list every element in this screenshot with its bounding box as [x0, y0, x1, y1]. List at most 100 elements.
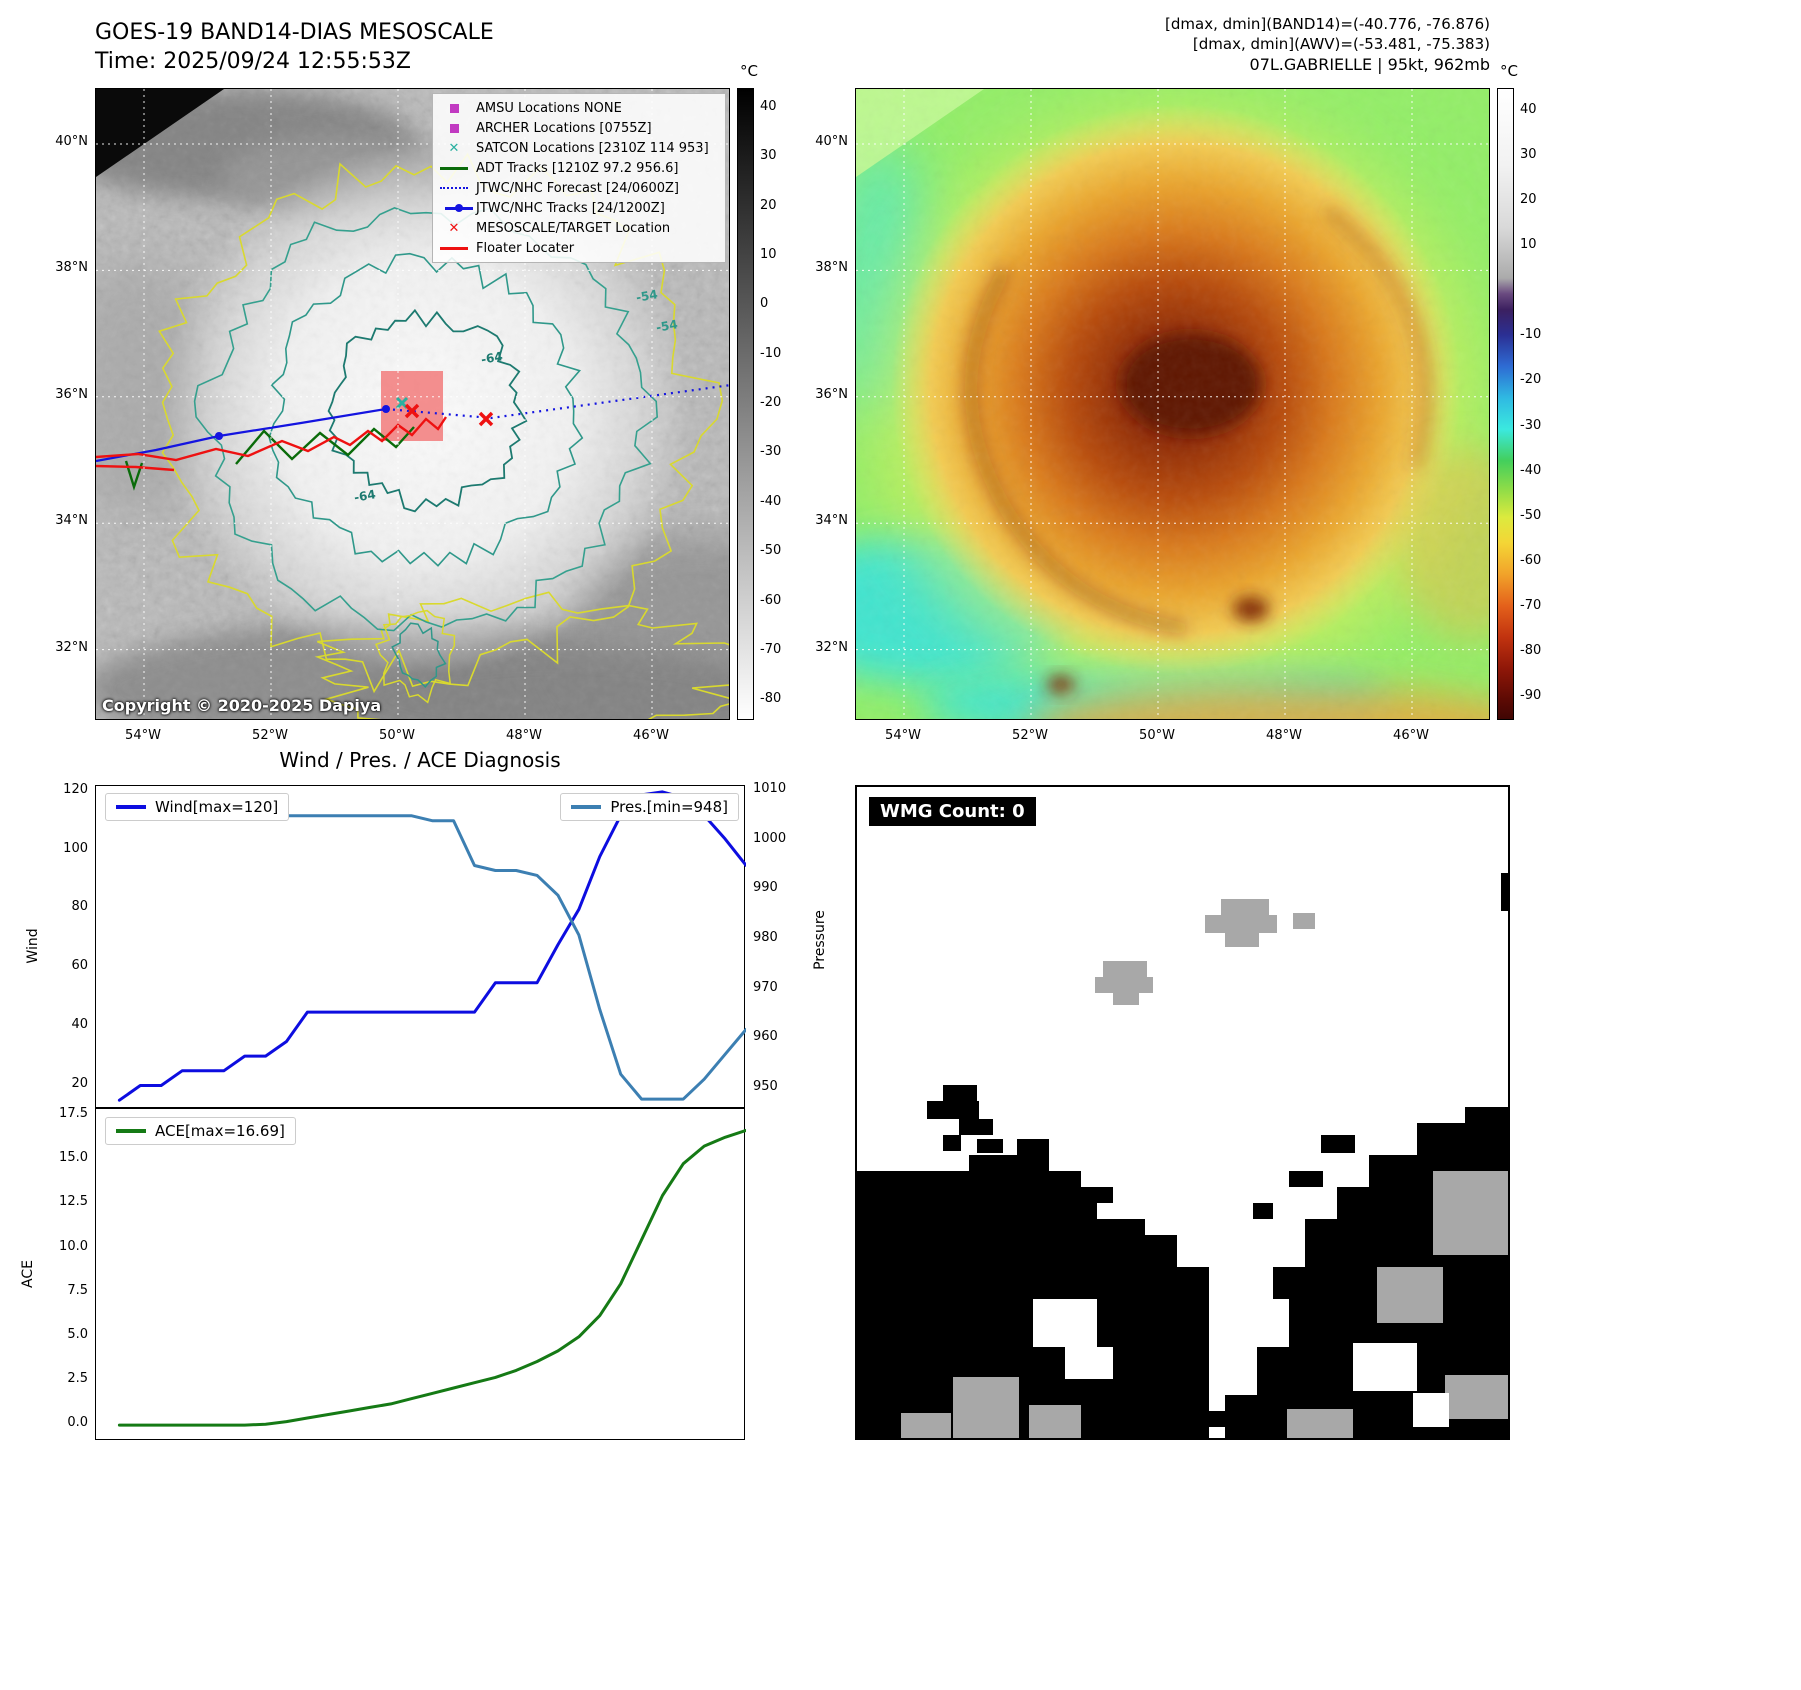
wind-legend: Wind[max=120] [105, 793, 290, 821]
wmg-count-badge: WMG Count: 0 [869, 797, 1036, 826]
axis-tick-label: 0 [760, 296, 769, 312]
ace-chart: ACE[max=16.69] [95, 1108, 748, 1440]
axis-tick-label: 120 [63, 781, 88, 797]
longitude-label: 52°W [1012, 728, 1048, 743]
latitude-label: 32°N [815, 639, 848, 655]
axis-tick-label: 1000 [753, 830, 787, 846]
axis-tick-label: -10 [1520, 327, 1542, 343]
axis-tick-label: 10 [760, 246, 777, 262]
longitude-label: 52°W [252, 728, 288, 743]
axis-tick-label: 60 [71, 958, 88, 974]
wind-axis-label: Wind [25, 928, 41, 964]
adt-track-line [235, 426, 415, 465]
adt-track-line [124, 460, 144, 491]
longitude-label: 48°W [1266, 728, 1302, 743]
Wind[max=120] [117, 790, 748, 1102]
x-marker-icon: ✕ [448, 220, 460, 236]
legend-item: JTWC/NHC Tracks [24/1200Z] [439, 198, 719, 218]
pressure-axis-ticks: 950 960 970 980 990 1000 1010 [753, 0, 799, 1690]
jtwc-track-point [215, 432, 223, 440]
band14-timestamp: Time: 2025/09/24 12:55:53Z [95, 49, 411, 74]
awv-header: [dmax, dmin](BAND14)=(-40.776, -76.876) … [900, 14, 1490, 75]
axis-tick-label: 960 [753, 1029, 778, 1045]
dmax-dmin-band14-readout: [dmax, dmin](BAND14)=(-40.776, -76.876) [1165, 15, 1490, 33]
axis-tick-label: 20 [1520, 191, 1537, 207]
line-marker-icon [439, 246, 469, 250]
axis-tick-label: 7.5 [67, 1282, 88, 1298]
awv-colorbar-unit: °C [1500, 62, 1518, 80]
axis-tick-label: 80 [71, 899, 88, 915]
legend-label: SATCON Locations [2310Z 114 953] [476, 140, 709, 156]
wind-legend-label: Wind[max=120] [155, 798, 279, 816]
axis-tick-label: 2.5 [67, 1370, 88, 1386]
axis-tick-label: -50 [1520, 507, 1542, 523]
axis-tick-label: 950 [753, 1079, 778, 1095]
legend-item: ✕ MESOSCALE/TARGET Location [439, 218, 719, 238]
ace-axis-label: ACE [20, 1260, 36, 1288]
legend-label: MESOSCALE/TARGET Location [476, 220, 671, 236]
latitude-label: 40°N [55, 133, 88, 149]
latitude-label: 40°N [815, 133, 848, 149]
dmax-dmin-awv-readout: [dmax, dmin](AWV)=(-53.481, -75.383) [1192, 35, 1490, 53]
jtwc-forecast-line [385, 384, 729, 420]
band14-colorbar-ticks: 40 30 20 10 0 -10 -20 -30 -40 -50 -60 -70 -80 [760, 0, 804, 1690]
pressure-legend-label: Pres.[min=948] [610, 798, 728, 816]
band14-colorbar [737, 88, 754, 720]
pressure-axis-label: Pressure [812, 910, 828, 970]
ace-axis-ticks: 0.0 2.5 5.0 7.5 10.0 12.5 15.0 17.5 [42, 0, 88, 1690]
axis-tick-label: -80 [760, 691, 782, 707]
latitude-label: 38°N [55, 260, 88, 276]
ace-legend: ACE[max=16.69] [105, 1117, 296, 1145]
axis-tick-label: -30 [760, 444, 782, 460]
axis-tick-label: 100 [63, 840, 88, 856]
diagnosis-title: Wind / Pres. / ACE Diagnosis [279, 748, 561, 772]
copyright-watermark: Copyright © 2020-2025 Dapiya [102, 696, 382, 715]
axis-tick-label: -60 [760, 592, 782, 608]
axis-tick-label: 40 [1520, 101, 1537, 117]
legend-label: JTWC/NHC Tracks [24/1200Z] [476, 200, 665, 216]
square-marker-icon [439, 123, 469, 133]
wind-axis-ticks: 20 40 60 80 100 120 [46, 0, 88, 1690]
band14-lat-axis: 40°N 38°N 36°N 34°N 32°N [34, 0, 88, 1690]
legend-label: AMSU Locations NONE [476, 100, 622, 116]
axis-tick-label: -40 [760, 493, 782, 509]
axis-tick-label: -20 [1520, 372, 1542, 388]
longitude-label: 50°W [1139, 728, 1175, 743]
axis-tick-label: 15.0 [59, 1150, 88, 1166]
axis-tick-label: -70 [1520, 598, 1542, 614]
legend-item: ✕ SATCON Locations [2310Z 114 953] [439, 138, 719, 158]
axis-tick-label: 20 [71, 1075, 88, 1091]
band14-map: -54 -54 -64 -64 AMSU Locations NONE ARCHER L… [95, 88, 730, 720]
axis-tick-label: 1010 [753, 780, 787, 796]
legend-item: ADT Tracks [1210Z 97.2 956.6] [439, 158, 719, 178]
awv-colorbar [1497, 88, 1514, 720]
latitude-label: 34°N [55, 513, 88, 529]
target-x-marker [478, 411, 494, 427]
band14-colorbar-unit: °C [740, 62, 758, 80]
ace-legend-label: ACE[max=16.69] [155, 1122, 285, 1140]
axis-tick-label: 30 [1520, 146, 1537, 162]
longitude-label: 46°W [633, 728, 669, 743]
longitude-label: 54°W [885, 728, 921, 743]
axis-tick-label: 40 [71, 1016, 88, 1032]
wmg-panel: WMG Count: 0 [855, 785, 1510, 1440]
axis-tick-label: -60 [1520, 553, 1542, 568]
longitude-label: 46°W [1393, 728, 1429, 743]
storm-identity-intensity: 07L.GABRIELLE | 95kt, 962mb [1249, 55, 1490, 74]
axis-tick-label: -70 [760, 641, 782, 657]
line-marker-icon [439, 166, 469, 170]
aceplot-lines [117, 1128, 748, 1427]
square-marker-icon [439, 103, 469, 113]
mesoscale-x-marker [404, 403, 420, 419]
axis-tick-label: -90 [1520, 688, 1542, 704]
x-marker-icon: ✕ [448, 140, 460, 156]
latitude-label: 32°N [55, 639, 88, 655]
line-dot-marker-icon [439, 204, 473, 212]
awv-map [855, 88, 1490, 720]
legend-item: AMSU Locations NONE [439, 98, 719, 118]
axis-tick-label: 5.0 [67, 1326, 88, 1342]
pressure-line-swatch [571, 805, 602, 809]
legend-item: Floater Locater [439, 238, 719, 258]
axis-tick-label: -30 [1520, 417, 1542, 433]
